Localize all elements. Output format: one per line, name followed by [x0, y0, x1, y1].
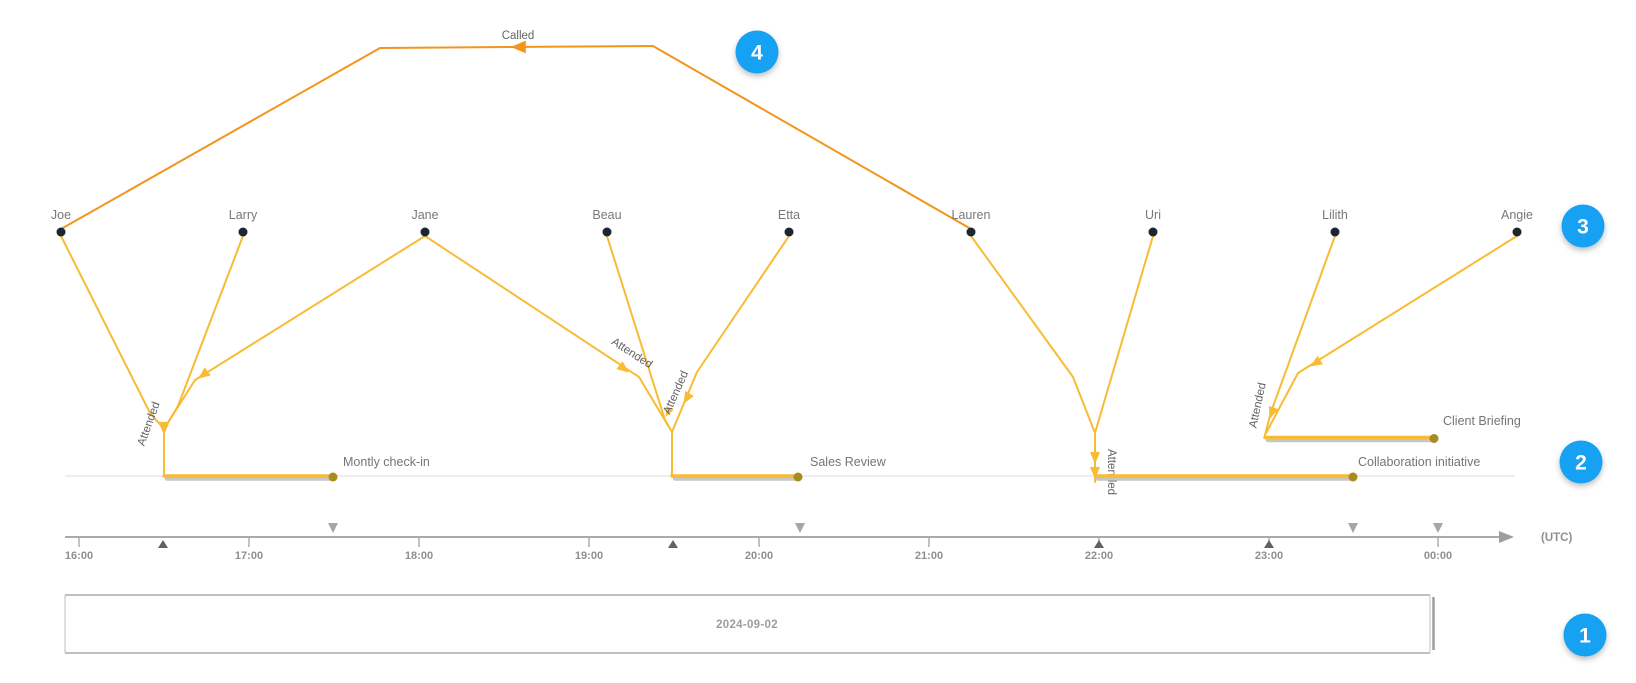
start-marker-icon [158, 540, 168, 548]
axis-tick-label: 23:00 [1255, 550, 1283, 562]
person-dot[interactable] [1512, 227, 1522, 237]
attended-label-sales-jane: Attended [609, 336, 654, 371]
link-uri-collab[interactable] [1094, 235, 1154, 434]
event-end-dot [328, 472, 338, 482]
event-collaboration-initiative[interactable]: Collaboration initiative [1094, 455, 1480, 482]
annotation-badges: 4 3 2 1 [735, 30, 1607, 657]
axis-unit-label: (UTC) [1541, 532, 1572, 544]
attended-label-client: Attended [1247, 382, 1268, 430]
start-marker-icon [668, 540, 678, 548]
link-etta-sales[interactable] [671, 235, 790, 433]
person-uri: Uri [1145, 208, 1161, 237]
person-label: Larry [229, 208, 258, 222]
date-range-selector[interactable]: 2024-09-02 [64, 594, 1435, 654]
event-end-markers [328, 523, 1443, 533]
person-joe: Joe [51, 208, 71, 237]
start-marker-icon [1094, 540, 1104, 548]
person-larry: Larry [229, 208, 258, 237]
range-selector-date: 2024-09-02 [716, 619, 778, 631]
axis-ticks [78, 538, 1439, 547]
link-angie-client[interactable] [1264, 235, 1518, 436]
called-arrowhead [510, 40, 526, 54]
person-label: Beau [592, 208, 621, 222]
axis-tick-label: 16:00 [65, 550, 93, 562]
badge-4: 4 [735, 30, 779, 74]
person-dot[interactable] [238, 227, 248, 237]
attended-links [60, 235, 1518, 483]
link-larry-montly[interactable] [163, 235, 244, 430]
person-dot[interactable] [1148, 227, 1158, 237]
person-dot[interactable] [1330, 227, 1340, 237]
axis-tick-label: 17:00 [235, 550, 263, 562]
badge-number: 3 [1577, 216, 1589, 239]
start-marker-icon [1264, 540, 1274, 548]
event-label: Sales Review [810, 455, 887, 469]
link-beau-sales[interactable] [606, 235, 673, 433]
link-lauren-collab[interactable] [970, 235, 1096, 434]
person-dot[interactable] [602, 227, 612, 237]
person-etta: Etta [778, 208, 800, 237]
axis-tick-label: 00:00 [1424, 550, 1452, 562]
person-jane: Jane [411, 208, 439, 237]
event-sales-review[interactable]: Sales Review [670, 455, 887, 482]
attended-label-collab: Attended [1105, 449, 1117, 495]
person-lilith: Lilith [1322, 208, 1348, 237]
person-label: Joe [51, 208, 71, 222]
person-label: Angie [1501, 208, 1533, 222]
event-end-dot [1429, 434, 1439, 443]
event-start-markers [158, 540, 1274, 548]
person-label: Etta [778, 208, 800, 222]
badge-number: 1 [1579, 625, 1591, 648]
person-dot[interactable] [420, 227, 430, 237]
time-axis: (UTC) 16:00 17:00 18:00 19:00 20:00 21:0… [65, 523, 1572, 562]
axis-tick-label: 21:00 [915, 550, 943, 562]
range-selector-track[interactable] [65, 595, 1430, 653]
called-link-label: Called [502, 30, 535, 42]
link-joe-montly[interactable] [60, 235, 165, 430]
badge-3: 3 [1561, 204, 1605, 248]
badge-number: 4 [751, 42, 763, 65]
badge-2: 2 [1559, 440, 1603, 484]
person-dot[interactable] [966, 227, 976, 237]
badge-1: 1 [1563, 613, 1607, 657]
end-marker-icon [328, 523, 338, 533]
person-dot[interactable] [56, 227, 66, 237]
event-end-dot [793, 472, 803, 482]
axis-tick-label: 20:00 [745, 550, 773, 562]
axis-tick-label: 22:00 [1085, 550, 1113, 562]
link-jane-montly[interactable] [163, 235, 426, 430]
person-label: Lauren [952, 208, 991, 222]
event-client-briefing[interactable]: Client Briefing [1263, 414, 1521, 443]
person-lauren: Lauren [952, 208, 991, 237]
person-label: Lilith [1322, 208, 1348, 222]
person-label: Uri [1145, 208, 1161, 222]
called-link[interactable]: Called [60, 30, 972, 230]
event-label: Montly check-in [343, 455, 430, 469]
person-beau: Beau [592, 208, 622, 237]
person-angie: Angie [1501, 208, 1533, 237]
axis-tick-label: 18:00 [405, 550, 433, 562]
link-lilith-client[interactable] [1264, 235, 1336, 436]
axis-tick-label: 19:00 [575, 550, 603, 562]
event-montly-check-in[interactable]: Montly check-in [162, 455, 430, 482]
person-label: Jane [411, 208, 438, 222]
event-label: Collaboration initiative [1358, 455, 1480, 469]
link-jane-sales[interactable] [424, 235, 673, 433]
end-marker-icon [1348, 523, 1358, 533]
end-marker-icon [795, 523, 805, 533]
attended-arrowheads [158, 355, 1323, 479]
people-row: Joe Larry Jane Beau Etta Lauren Uri Lil [51, 208, 1533, 237]
event-bars: Montly check-in Sales Review Collaborati… [162, 414, 1521, 482]
end-marker-icon [1433, 523, 1443, 533]
badge-number: 2 [1575, 452, 1587, 475]
event-label: Client Briefing [1443, 414, 1521, 428]
axis-arrow-icon [1499, 531, 1514, 543]
person-dot[interactable] [784, 227, 794, 237]
event-end-dot [1348, 472, 1358, 482]
attended-labels: Attended Attended Attended Attended Atte… [136, 336, 1269, 495]
